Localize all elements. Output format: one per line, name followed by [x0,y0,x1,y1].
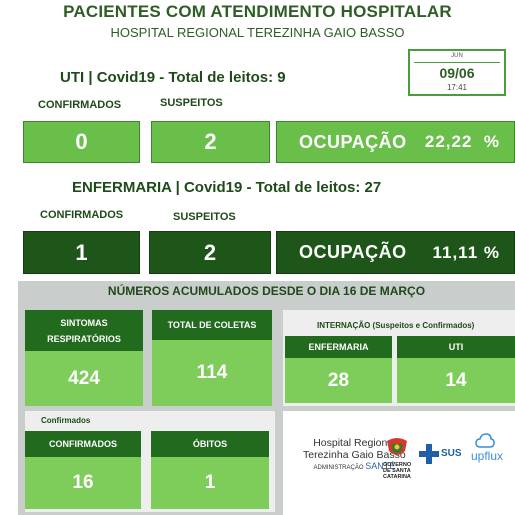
page-title: PACIENTES COM ATENDIMENTO HOSPITALAR [63,2,452,21]
uti-occupancy-value: 22,22 % [424,132,500,151]
governo-line3: CATARINA [383,474,411,480]
coletas-label: TOTAL DE COLETAS [152,310,272,340]
governo-line1: GOVERNO [383,462,412,468]
sintomas-card: SINTOMAS RESPIRATÓRIOS 424 [25,310,143,406]
uti-heading: UTI | Covid19 - Total de leitos: 9 [60,69,286,86]
date-month: JUN [410,53,504,63]
hospital-logo-line2: Terezinha Gaio Basso [303,449,406,461]
internacao-title: INTERNAÇÃO (Suspeitos e Confirmados) [317,321,475,330]
hospital-logo-sante: SANTÉ [365,461,396,471]
uti-suspected-label: SUSPEITOS [160,97,223,109]
uti-confirmed-label: CONFIRMADOS [38,99,122,111]
internacao-enfermaria-label: ENFERMARIA [285,336,392,358]
accumulated-title: NÚMEROS ACUMULADOS DESDE O DIA 16 DE MAR… [107,284,426,298]
enfermaria-confirmed-label: CONFIRMADOS [40,209,124,221]
enfermaria-heading: ENFERMARIA | Covid19 - Total de leitos: … [72,179,382,196]
enfermaria-suspected-label: SUSPEITOS [173,211,236,223]
uti-occupancy-card: OCUPAÇÃO 22,22 % [276,121,515,163]
upflux-cloud-icon [475,433,495,449]
confirmados-obitos-card: Confirmados CONFIRMADOS 16 ÓBITOS 1 [25,411,275,512]
sus-cross-icon [419,444,439,464]
coletas-card: TOTAL DE COLETAS 114 [152,310,272,406]
internacao-uti-value: 14 [397,358,515,403]
uti-occupancy-label: OCUPAÇÃO [299,131,407,152]
date-day: 09/06 [439,65,475,81]
sus-logo-text: SUS [441,448,462,459]
enfermaria-confirmed-value: 1 [23,231,140,274]
sintomas-label-line2: RESPIRATÓRIOS [47,333,121,344]
hospital-logo-admin: ADMINISTRAÇÃO [313,465,364,471]
internacao-card: INTERNAÇÃO (Suspeitos e Confirmados) ENF… [283,310,515,406]
confirmados-caption: Confirmados [41,416,91,425]
obitos-label: ÓBITOS [151,431,269,457]
date-card: JUN 09/06 17:41 [408,49,506,96]
upflux-logo-text: upflux [471,449,504,463]
date-time: 17:41 [446,83,468,92]
confirmados-value: 16 [25,457,141,509]
coletas-value: 114 [152,340,272,406]
santa-catarina-emblem-icon [384,437,410,461]
obitos-value: 1 [151,457,269,509]
uti-suspected-value: 2 [151,121,270,163]
governo-line2: DE SANTA [383,468,411,474]
sintomas-label-line1: SINTOMAS [60,317,108,328]
internacao-enfermaria-value: 28 [285,358,392,403]
hospital-name: HOSPITAL REGIONAL TEREZINHA GAIO BASSO [110,25,405,40]
confirmados-label: CONFIRMADOS [25,431,141,457]
internacao-uti-label: UTI [397,336,515,358]
uti-confirmed-value: 0 [23,121,140,163]
hospital-logo: Hospital Regional Terezinha Gaio Basso A… [303,437,406,473]
enfermaria-suspected-value: 2 [149,231,271,274]
hospital-logo-line1: Hospital Regional [313,437,396,449]
enfermaria-occupancy-label: OCUPAÇÃO [299,242,407,262]
enfermaria-occupancy-value: 11,11 % [432,242,500,262]
sintomas-header: SINTOMAS RESPIRATÓRIOS [25,310,143,351]
sintomas-value: 424 [25,351,143,406]
enfermaria-occupancy-card: OCUPAÇÃO 11,11 % [276,231,515,274]
logos-area: Hospital Regional Terezinha Gaio Basso A… [283,411,515,515]
governo-logo: GOVERNO DE SANTA CATARINA [383,462,411,480]
